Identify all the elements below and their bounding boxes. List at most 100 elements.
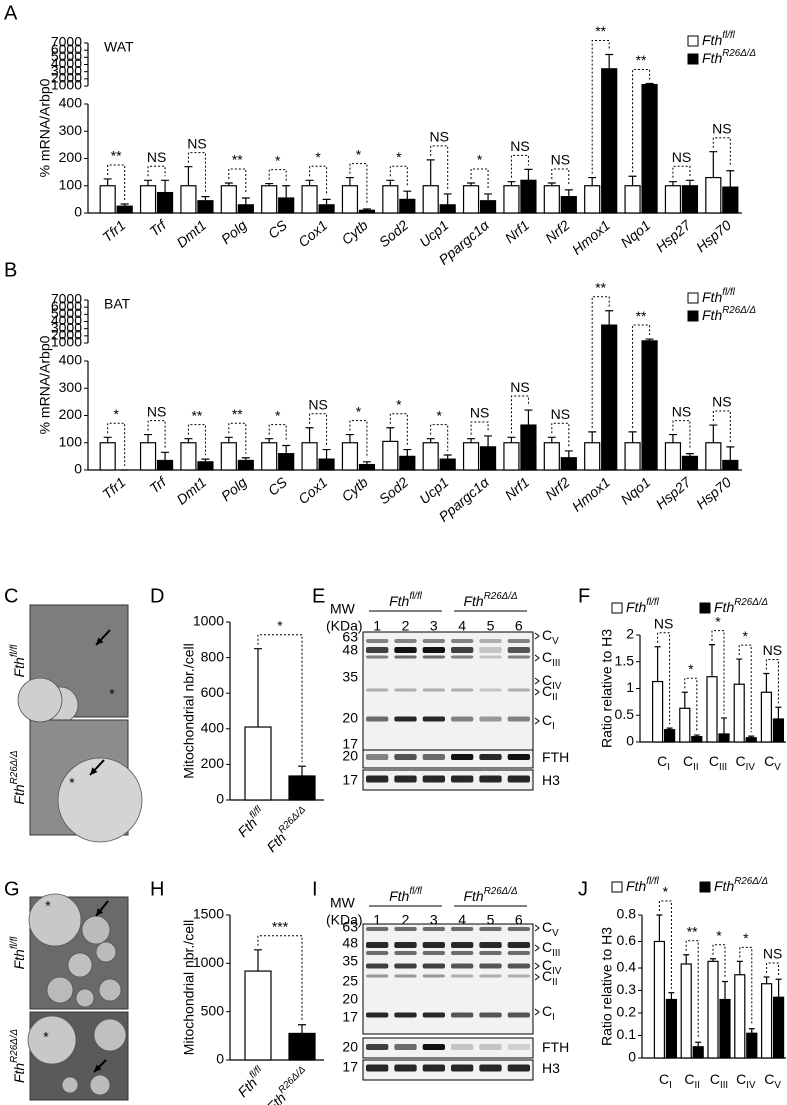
bar [760,691,773,743]
organelle [17,677,63,723]
bar [772,718,785,743]
legend-swatch [611,602,623,614]
x-tick-label: CIII [710,1071,728,1091]
band [507,963,530,969]
error-bar [403,190,412,200]
band [366,754,389,760]
bar [601,324,618,471]
y-axis-label: % mRNA/Arbp0 [37,335,53,434]
error-bar [685,453,694,457]
error-bar [201,196,210,201]
error-bar [726,170,735,188]
error-bar [362,461,371,465]
band [394,951,417,955]
y-tick-label: 0.5 [615,706,635,722]
band [366,927,389,931]
y-tick-label: 6000 [51,298,82,314]
band-label: CI [542,1003,555,1023]
error-bar [184,438,193,443]
band-bracket [534,924,540,932]
organelle [67,952,93,978]
x-tick-label: Ucp1 [416,474,451,507]
band [422,688,445,692]
band [394,1064,417,1072]
y-tick-label: 300 [59,379,83,395]
band [422,963,445,969]
legend-label: Fthfl/fl [702,287,736,305]
x-tick-label-part: C [709,753,719,769]
error-bar [241,457,250,461]
legend-label: FthR26Δ/Δ [702,48,756,66]
organelle [28,893,82,947]
band [451,942,474,948]
error-bar [681,691,688,709]
bar [705,176,722,214]
x-tick-label-part: C [683,753,693,769]
lane-label: 2 [402,618,410,634]
genotype-label: FthR26Δ/Δ [9,750,27,804]
legend-swatch [699,602,711,614]
band-bracket [534,962,540,970]
band [479,1044,502,1050]
bar [745,737,757,743]
band [507,716,530,722]
band [479,775,502,783]
band-bracket [534,944,540,952]
x-tick-label: Fthfl/fl [233,804,269,840]
arrow-head [96,908,104,916]
legend-label: Fthfl/fl [626,876,660,894]
y-tick-label: 400 [201,720,225,736]
significance-bracket [187,152,206,193]
genotype-label: Fthfl/fl [9,644,27,678]
y-tick-label: 0.3 [617,981,637,997]
error-bar [362,208,371,211]
significance-bracket [389,413,408,446]
band [422,647,445,653]
group-label-part: fl/fl [409,886,422,897]
bar [301,442,318,471]
band-bracket [534,688,540,696]
x-tick-label: Hsp27 [652,473,694,512]
band [451,775,474,783]
significance-bracket [765,659,779,704]
significance-bracket [349,163,368,205]
band [422,927,445,931]
bar [479,200,497,214]
error-bar [722,980,728,1000]
band [394,639,417,643]
error-bar [224,436,233,443]
bar [156,191,174,214]
error-bar [605,53,614,69]
significance-label: NS [147,149,166,165]
band [422,974,445,978]
genotype-label-part: Fth [11,657,27,677]
error-bar [507,436,516,443]
error-bar [467,182,476,186]
bar [237,204,254,214]
band [507,655,530,659]
y-tick-label: 0.8 [617,906,637,922]
bar [651,680,664,743]
x-tick-label-part: I [669,1080,672,1091]
error-bar [144,433,153,443]
band [394,974,417,978]
band-label: H3 [542,1060,560,1076]
band [507,974,530,978]
x-tick-label-part: IV [746,762,756,773]
error-bar [484,193,493,201]
group-label-part: Fth [463,888,483,904]
y-tick-label: 0 [628,1049,636,1065]
significance-label: ** [595,279,606,295]
band-label-part: I [552,721,555,732]
x-tick-label: Nrf2 [542,474,573,503]
bar [691,736,703,743]
bar [706,676,718,743]
bar [681,185,699,214]
significance-label: ** [232,406,243,422]
significance-label: * [742,628,748,644]
significance-bracket [551,422,570,447]
error-bar [305,179,314,186]
band-bracket [534,717,540,725]
band [479,963,502,969]
organelle [98,978,122,1002]
